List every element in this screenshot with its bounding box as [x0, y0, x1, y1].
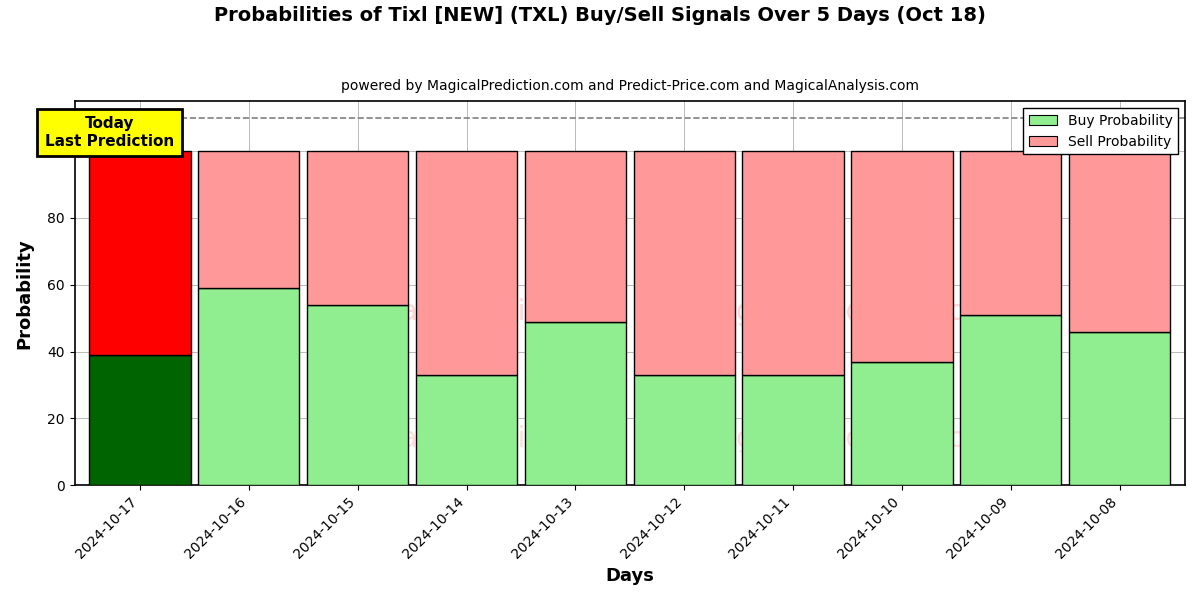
Bar — [960, 315, 1062, 485]
Text: MagicalPrediction.com: MagicalPrediction.com — [696, 298, 1008, 326]
Bar — [524, 151, 626, 322]
Text: Today
Last Prediction: Today Last Prediction — [44, 116, 174, 149]
Bar — [743, 151, 844, 375]
Bar — [1069, 332, 1170, 485]
Bar — [634, 151, 734, 375]
Text: MagicalPrediction.com: MagicalPrediction.com — [696, 425, 1008, 453]
Legend: Buy Probability, Sell Probability: Buy Probability, Sell Probability — [1024, 108, 1178, 154]
Bar — [851, 151, 953, 362]
Bar — [198, 288, 300, 485]
Bar — [960, 151, 1062, 315]
Bar — [89, 355, 191, 485]
Bar — [307, 305, 408, 485]
Title: powered by MagicalPrediction.com and Predict-Price.com and MagicalAnalysis.com: powered by MagicalPrediction.com and Pre… — [341, 79, 919, 93]
Bar — [524, 322, 626, 485]
Bar — [198, 151, 300, 288]
Bar — [851, 362, 953, 485]
Bar — [1069, 151, 1170, 332]
Y-axis label: Probability: Probability — [16, 238, 34, 349]
Text: Probabilities of Tixl [NEW] (TXL) Buy/Sell Signals Over 5 Days (Oct 18): Probabilities of Tixl [NEW] (TXL) Buy/Se… — [214, 6, 986, 25]
Bar — [743, 375, 844, 485]
Bar — [307, 151, 408, 305]
Text: MagicalAnalysis.com: MagicalAnalysis.com — [319, 298, 607, 326]
Bar — [634, 375, 734, 485]
Text: MagicalAnalysis.com: MagicalAnalysis.com — [319, 425, 607, 453]
X-axis label: Days: Days — [605, 567, 654, 585]
Bar — [416, 375, 517, 485]
Bar — [89, 151, 191, 355]
Bar — [416, 151, 517, 375]
